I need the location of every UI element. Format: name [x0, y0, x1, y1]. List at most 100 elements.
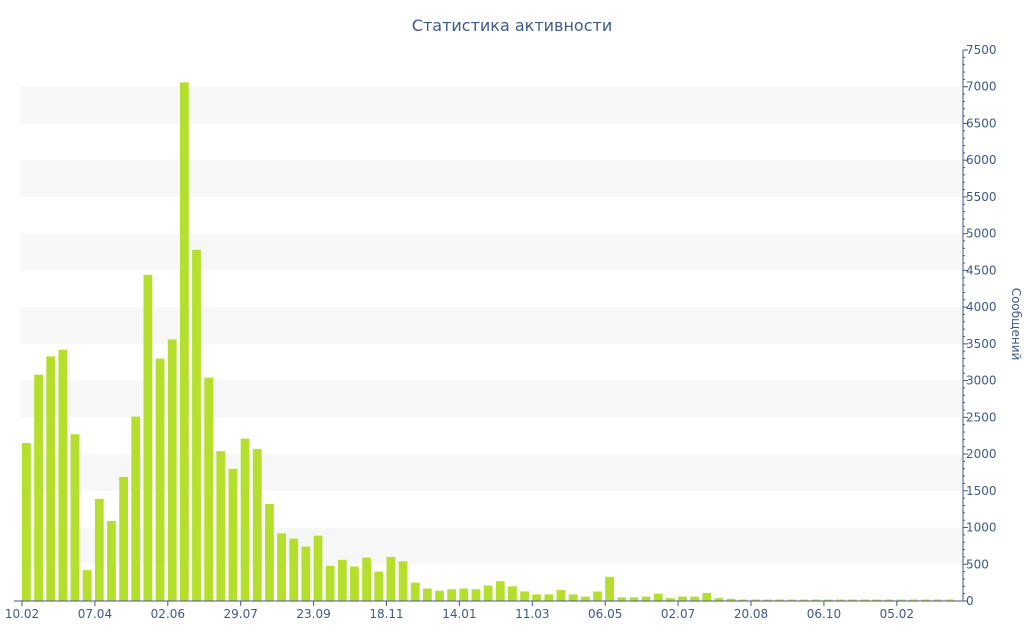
x-tick-label: 11.03: [515, 607, 549, 621]
bar: [192, 249, 201, 601]
bar: [908, 599, 918, 601]
bar: [289, 538, 299, 601]
bar: [46, 356, 56, 601]
x-tick-label: 05.02: [880, 607, 914, 621]
bar: [447, 589, 457, 601]
x-tick-label: 07.04: [78, 607, 112, 621]
bar: [179, 82, 189, 601]
bar: [350, 566, 359, 601]
bar: [836, 599, 845, 601]
bar: [848, 599, 857, 601]
y-tick-label: 7000: [966, 80, 997, 94]
bar: [459, 588, 469, 601]
bar: [143, 274, 153, 601]
y-axis-title: Сообщений: [1009, 288, 1023, 361]
grid-band: [20, 307, 963, 344]
bar: [933, 599, 943, 601]
bar: [872, 599, 882, 601]
bar: [690, 596, 700, 601]
bar: [751, 599, 760, 601]
y-tick-label: 1500: [966, 484, 997, 498]
bar: [495, 581, 505, 601]
x-tick-label: 29.07: [224, 607, 258, 621]
grid-band: [20, 527, 963, 565]
bar: [216, 451, 226, 601]
y-tick-label: 6000: [966, 153, 997, 167]
bar: [556, 589, 566, 601]
bar: [678, 596, 687, 601]
grid-bands: [20, 86, 963, 565]
y-tick-label: 4000: [966, 300, 997, 314]
grid-band: [20, 160, 963, 197]
chart-title: Статистика активности: [412, 16, 612, 35]
bar: [520, 591, 529, 601]
bar: [787, 599, 797, 601]
bar: [653, 593, 663, 601]
y-tick-label: 2000: [966, 447, 997, 461]
bar: [921, 599, 930, 601]
bar: [82, 570, 92, 601]
bar: [568, 594, 578, 601]
bar: [823, 599, 833, 601]
bar: [532, 594, 542, 601]
x-tick-label: 02.06: [151, 607, 185, 621]
bar: [483, 585, 493, 601]
bar: [204, 377, 214, 601]
y-tick-label: 7500: [966, 43, 997, 57]
bar: [641, 596, 651, 601]
bar: [337, 559, 347, 601]
x-tick-label: 23.09: [296, 607, 330, 621]
y-tick-label: 6500: [966, 116, 997, 130]
bar: [763, 599, 772, 601]
grid-band: [20, 380, 963, 418]
bar: [167, 339, 177, 601]
bar: [726, 598, 736, 601]
bar: [775, 599, 785, 601]
bar: [265, 504, 274, 601]
bar: [738, 599, 748, 601]
bar: [325, 565, 335, 601]
bar: [301, 546, 311, 601]
bar: [508, 586, 517, 601]
bar: [593, 591, 602, 601]
y-tick-label: 2500: [966, 410, 997, 424]
x-tick-label: 20.08: [734, 607, 768, 621]
bar: [580, 596, 590, 601]
x-tick-label: 14.01: [442, 607, 476, 621]
bar: [410, 582, 420, 601]
bar: [155, 358, 165, 601]
bar: [544, 594, 554, 601]
grid-band: [20, 86, 963, 124]
bar: [240, 438, 250, 601]
bar: [945, 599, 955, 601]
bar: [94, 498, 104, 601]
bar: [811, 599, 821, 601]
bar: [435, 590, 444, 601]
y-tick-label: 500: [966, 557, 989, 571]
bar: [617, 597, 627, 601]
bar: [884, 599, 894, 601]
y-tick-label: 5500: [966, 190, 997, 204]
y-tick-label: 3500: [966, 337, 997, 351]
bar: [896, 599, 906, 601]
bar: [799, 599, 809, 601]
bar: [629, 597, 639, 601]
bar: [313, 535, 323, 601]
bar: [228, 468, 238, 601]
x-tick-label: 06.05: [588, 607, 622, 621]
bar: [107, 520, 116, 601]
bar: [119, 476, 128, 601]
y-tick-label: 3000: [966, 374, 997, 388]
bar: [70, 434, 80, 601]
x-tick-label: 18.11: [369, 607, 403, 621]
x-tick-label: 10.02: [5, 607, 39, 621]
bar: [58, 349, 68, 601]
bar: [362, 557, 371, 601]
x-tick-label: 02.07: [661, 607, 695, 621]
bar: [471, 589, 481, 601]
bar: [714, 598, 724, 601]
bar: [22, 443, 31, 601]
axes: 0 500 1000 1500 2000 2500 3000 3500 4000 4500 5000…: [5, 43, 997, 621]
grid-band: [20, 233, 963, 271]
y-tick-label: 4500: [966, 263, 997, 277]
